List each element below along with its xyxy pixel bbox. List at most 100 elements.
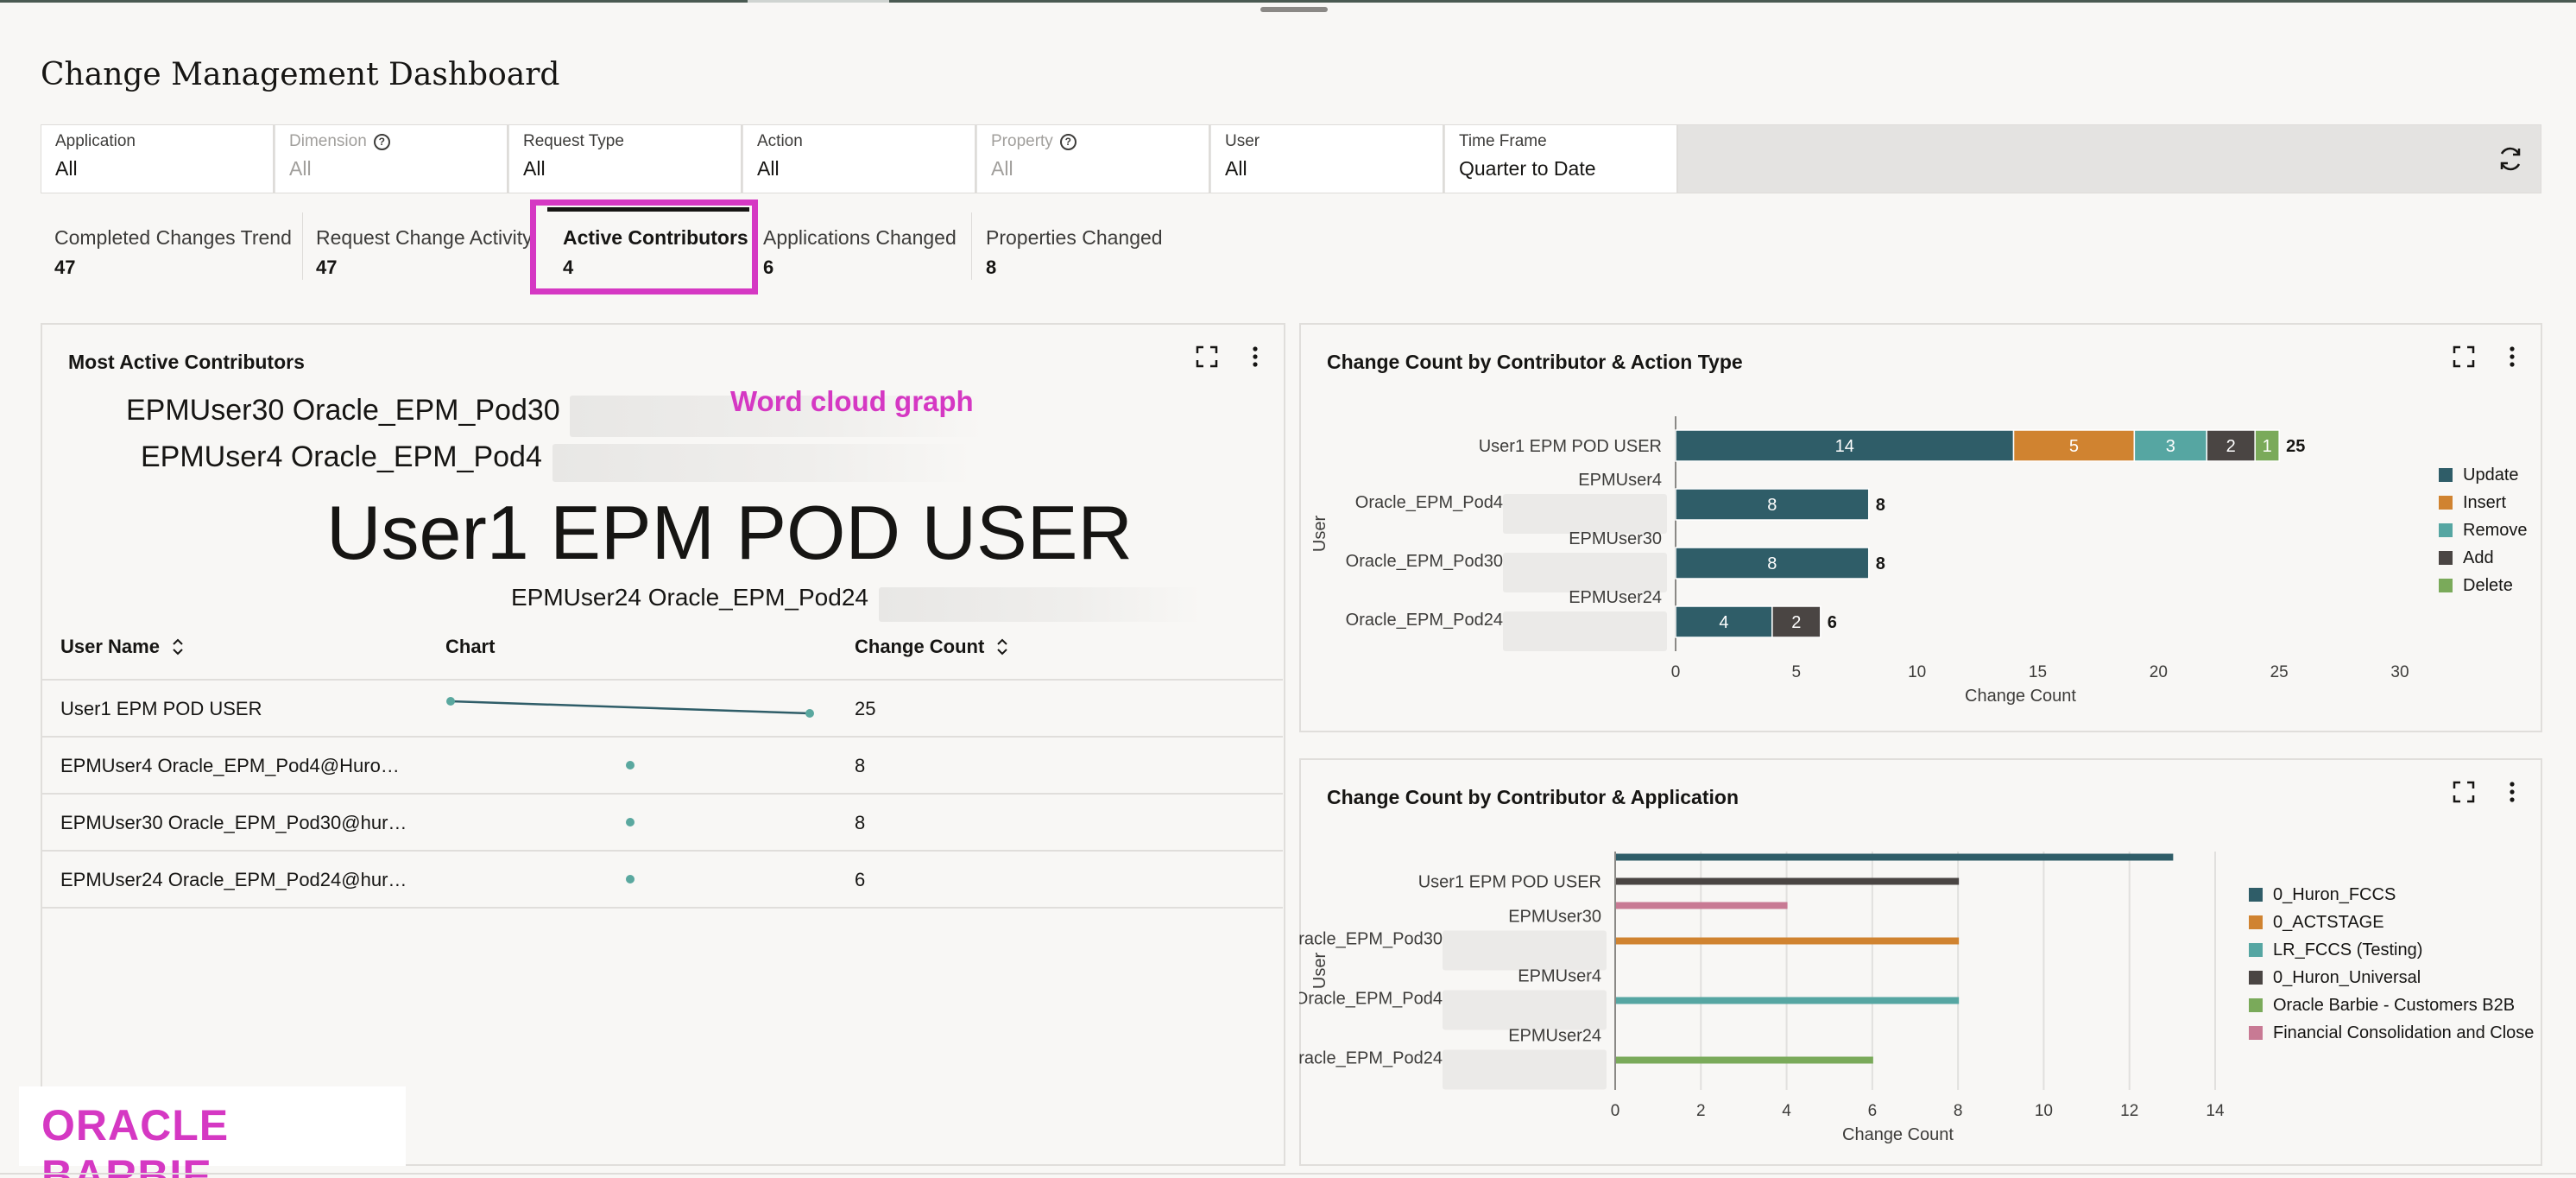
redacted-text	[1503, 553, 1667, 592]
sparkline-point	[805, 709, 814, 718]
legend-swatch	[2249, 888, 2263, 902]
refresh-icon[interactable]	[2496, 144, 2525, 174]
sort-icon[interactable]	[172, 637, 184, 656]
tab-label: Completed Changes Trend	[54, 226, 292, 249]
column-header-label: Chart	[445, 636, 496, 657]
bar	[1616, 1056, 1873, 1064]
panel-title: Change Count by Contributor & Action Typ…	[1327, 351, 1743, 373]
tab-active-contributors[interactable]: Active Contributors 4	[549, 211, 762, 290]
action-type-chart-panel: Change Count by Contributor & Action Typ…	[1299, 323, 2542, 732]
bar-segment	[1675, 488, 1870, 521]
filter-value: All	[1225, 157, 1247, 180]
bar-total-label: 8	[1876, 496, 1885, 515]
kebab-icon[interactable]	[1242, 344, 1268, 370]
filter-value: All	[991, 157, 1013, 180]
legend-swatch	[2439, 523, 2453, 537]
filter-label: Request Type	[523, 132, 624, 150]
table-row[interactable]: EPMUser4 Oracle_EPM_Pod4@Huro… 8	[41, 736, 1283, 793]
legend-label: Update	[2463, 466, 2519, 484]
bar-segment	[2133, 429, 2208, 462]
y-category-label: Oracle_EPM_Pod30	[1346, 552, 1503, 571]
tab-value: 4	[563, 256, 574, 278]
tab-request-change-activity[interactable]: Request Change Activity 47	[302, 211, 546, 290]
redacted-text	[552, 444, 972, 482]
bar-segment	[1771, 605, 1822, 638]
table-row[interactable]: EPMUser30 Oracle_EPM_Pod30@hur… 8	[41, 793, 1283, 850]
x-tick-label: 0	[1671, 663, 1681, 681]
expand-icon[interactable]	[2451, 779, 2477, 805]
bar-value-label: 2	[1791, 613, 1801, 632]
filter-time-frame[interactable]: Time Frame Quarter to Date	[1445, 125, 1678, 193]
x-tick-label: 6	[1868, 1102, 1878, 1120]
tab-label: Applications Changed	[763, 226, 957, 249]
bar	[1616, 997, 1960, 1004]
tab-label: Active Contributors	[563, 226, 748, 249]
bar-segment	[1675, 547, 1870, 580]
help-icon[interactable]: ?	[1059, 133, 1076, 150]
x-tick-label: 30	[2390, 663, 2409, 681]
y-category-label: EPMUser30	[1508, 908, 1601, 927]
kebab-icon[interactable]	[2499, 344, 2525, 370]
expand-icon[interactable]	[2451, 344, 2477, 370]
column-header-user-name[interactable]: User Name	[60, 636, 184, 658]
legend-swatch	[2249, 998, 2263, 1012]
filter-application[interactable]: Application All	[41, 125, 275, 193]
column-header-chart: Chart	[445, 636, 495, 658]
x-tick-label: 0	[1611, 1102, 1620, 1120]
help-icon[interactable]: ?	[373, 133, 390, 150]
brand-label: ORACLE BARBIE	[41, 1101, 230, 1178]
cell-user-name: EPMUser4 Oracle_EPM_Pod4@Huro…	[60, 755, 400, 776]
bar	[1616, 853, 2174, 861]
filter-label: Time Frame	[1459, 132, 1547, 150]
legend-label: 0_Huron_Universal	[2273, 968, 2421, 987]
x-tick-label: 8	[1954, 1102, 1963, 1120]
column-header-label: Change Count	[855, 636, 985, 657]
tab-value: 8	[986, 256, 997, 278]
filter-label: Property	[991, 132, 1053, 150]
word-cloud-item[interactable]: EPMUser30 Oracle_EPM_Pod30	[126, 394, 560, 427]
redacted-text	[879, 587, 1202, 622]
filter-dimension: Dimension? All	[275, 125, 508, 193]
column-header-change-count[interactable]: Change Count	[855, 636, 1008, 658]
legend-swatch	[2439, 551, 2453, 565]
word-cloud-item[interactable]: EPMUser4 Oracle_EPM_Pod4	[141, 440, 542, 473]
filter-property: Property? All	[977, 125, 1210, 193]
filter-request-type[interactable]: Request Type All	[509, 125, 742, 193]
legend-label: Add	[2463, 548, 2494, 567]
word-cloud-item[interactable]: User1 EPM POD USER	[326, 490, 1133, 575]
y-category-label: User1 EPM POD USER	[1418, 873, 1601, 892]
legend-label: 0_ACTSTAGE	[2273, 913, 2384, 932]
sparkline-chart	[446, 697, 814, 884]
filter-user[interactable]: User All	[1211, 125, 1444, 193]
table-bottom-rule	[41, 907, 1283, 909]
bar	[1616, 902, 1788, 909]
bar-segment	[2012, 429, 2136, 462]
y-axis-title: User	[1310, 516, 1329, 553]
sort-icon[interactable]	[996, 637, 1008, 656]
x-tick-label: 14	[2206, 1102, 2225, 1120]
tab-properties-changed[interactable]: Properties Changed 8	[972, 211, 1177, 290]
table-row[interactable]: EPMUser24 Oracle_EPM_Pod24@hur… 6	[41, 850, 1283, 907]
y-category-label: EPMUser4	[1518, 967, 1601, 986]
bottom-border	[0, 1173, 2576, 1175]
legend-swatch	[2249, 943, 2263, 957]
y-axis-title: User	[1310, 953, 1329, 990]
filter-label: User	[1225, 132, 1260, 150]
sparkline-line	[450, 700, 811, 715]
legend-swatch	[2249, 915, 2263, 929]
y-category-label: Oracle_EPM_Pod24	[1299, 1049, 1443, 1068]
filter-action[interactable]: Action All	[743, 125, 976, 193]
application-bar-chart: 0 2 4 6 8 10 12 14 Change Count User User1 EPM POD…	[1299, 852, 2534, 1144]
expand-icon[interactable]	[1194, 344, 1220, 370]
word-cloud-item[interactable]: EPMUser24 Oracle_EPM_Pod24	[511, 584, 868, 611]
x-tick-label: 25	[2270, 663, 2289, 681]
x-tick-label: 15	[2029, 663, 2047, 681]
tab-completed-changes-trend[interactable]: Completed Changes Trend 47	[41, 211, 306, 290]
cell-change-count: 8	[855, 755, 866, 776]
filter-value: All	[523, 157, 546, 180]
y-category-label: User1 EPM POD USER	[1479, 437, 1662, 456]
tab-applications-changed[interactable]: Applications Changed 6	[749, 211, 970, 290]
drag-handle[interactable]	[1260, 7, 1328, 12]
table-row[interactable]: User1 EPM POD USER 25	[41, 679, 1283, 736]
kebab-icon[interactable]	[2499, 779, 2525, 805]
